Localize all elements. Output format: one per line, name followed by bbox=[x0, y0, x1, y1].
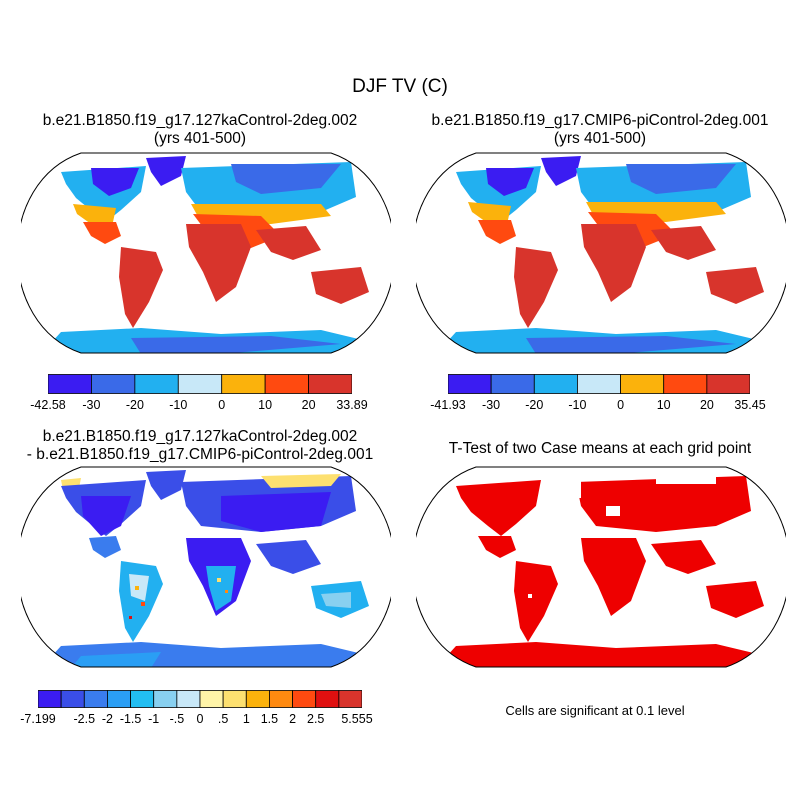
colorbar-top-left bbox=[47, 374, 353, 399]
colorbar-label: -20 bbox=[125, 398, 144, 412]
colorbar-swatch bbox=[221, 374, 266, 394]
colorbar-bar bbox=[447, 374, 751, 394]
panel-title-top-left: b.e21.B1850.f19_g17.127kaControl-2deg.00… bbox=[0, 112, 400, 148]
colorbar-label: 20 bbox=[699, 398, 714, 412]
panel-title-bottom-left: b.e21.B1850.f19_g17.127kaControl-2deg.00… bbox=[0, 428, 400, 464]
colorbar-label: -41.93 bbox=[430, 398, 466, 412]
colorbar-label: -10 bbox=[169, 398, 188, 412]
colorbar-label: 2 bbox=[289, 712, 297, 726]
colorbar-label: 2.5 bbox=[306, 712, 325, 726]
colorbar-swatch bbox=[134, 374, 179, 394]
map-boundary bbox=[21, 152, 391, 354]
colorbar-swatch bbox=[663, 374, 708, 394]
colorbar-label: -42.58 bbox=[30, 398, 66, 412]
colorbar-bottom-left bbox=[37, 690, 363, 713]
colorbar-label: -20 bbox=[525, 398, 544, 412]
map-top-right bbox=[416, 152, 786, 354]
panel-title-line2: (yrs 401-500) bbox=[153, 130, 247, 147]
colorbar-label: 33.89 bbox=[336, 398, 368, 412]
colorbar-swatch bbox=[245, 690, 270, 708]
greenland bbox=[146, 470, 186, 500]
colorbar-label: 1 bbox=[242, 712, 250, 726]
panel-title-line2: - b.e21.B1850.f19_g17.CMIP6-piControl-2d… bbox=[26, 446, 374, 463]
colorbar-label: -2.5 bbox=[73, 712, 96, 726]
colorbar-swatch bbox=[315, 690, 340, 708]
colorbar-swatch bbox=[60, 690, 85, 708]
colorbar-swatch bbox=[269, 690, 293, 708]
colorbar-swatch bbox=[490, 374, 535, 394]
colorbar-label: -30 bbox=[482, 398, 501, 412]
greenland bbox=[541, 156, 581, 186]
colorbar-label: 1.5 bbox=[260, 712, 279, 726]
colorbar-label: 35.45 bbox=[734, 398, 766, 412]
colorbar-bar bbox=[37, 690, 363, 708]
colorbar-swatch bbox=[292, 690, 317, 708]
colorbar-swatch bbox=[91, 374, 136, 394]
panel-title-bottom-right: T-Test of two Case means at each grid po… bbox=[448, 440, 752, 457]
colorbar-top-right bbox=[447, 374, 751, 399]
colorbar-swatch bbox=[130, 690, 155, 708]
colorbar-swatch bbox=[47, 374, 92, 394]
colorbar-swatch bbox=[83, 690, 108, 708]
colorbar-label: 10 bbox=[258, 398, 273, 412]
colorbar-label: -2 bbox=[101, 712, 113, 726]
map-bottom-left bbox=[21, 466, 391, 668]
colorbar-swatch bbox=[338, 690, 363, 708]
colorbar-label: -1 bbox=[148, 712, 160, 726]
colorbar-label: 10 bbox=[656, 398, 671, 412]
colorbar-swatch bbox=[37, 690, 62, 708]
colorbar-swatch bbox=[533, 374, 578, 394]
map-boundary bbox=[416, 152, 786, 354]
significance-note: Cells are significant at 0.1 level bbox=[505, 703, 685, 718]
colorbar-swatch bbox=[176, 690, 201, 708]
colorbar-labels-top-left: -42.58 -30 -20 -10 0 10 20 33.89 bbox=[30, 398, 367, 414]
colorbar-swatch bbox=[264, 374, 309, 394]
greenland bbox=[146, 156, 186, 186]
panel-title-line2: (yrs 401-500) bbox=[553, 130, 647, 147]
colorbar-swatch bbox=[222, 690, 247, 708]
map-boundary bbox=[21, 466, 391, 668]
colorbar-swatch bbox=[577, 374, 621, 394]
colorbar-label: -30 bbox=[82, 398, 101, 412]
panel-title-line1: b.e21.B1850.f19_g17.CMIP6-piControl-2deg… bbox=[431, 112, 769, 129]
colorbar-label: -.5 bbox=[169, 712, 185, 726]
colorbar-swatch bbox=[308, 374, 353, 394]
map-bottom-right bbox=[416, 466, 786, 668]
colorbar-swatch bbox=[199, 690, 224, 708]
colorbar-swatch bbox=[153, 690, 178, 708]
map-top-left bbox=[21, 152, 391, 354]
colorbar-labels-top-right: -41.93 -30 -20 -10 0 10 20 35.45 bbox=[430, 398, 765, 414]
panel-title-line1: b.e21.B1850.f19_g17.127kaControl-2deg.00… bbox=[42, 428, 358, 445]
colorbar-swatch bbox=[107, 690, 131, 708]
colorbar-label: 0 bbox=[617, 398, 625, 412]
significance-mask bbox=[416, 467, 786, 667]
panel-title-top-right: b.e21.B1850.f19_g17.CMIP6-piControl-2deg… bbox=[400, 112, 800, 148]
colorbar-swatch bbox=[620, 374, 665, 394]
colorbar-bar bbox=[47, 374, 353, 394]
colorbar-swatch bbox=[177, 374, 223, 394]
panel-title-line1: b.e21.B1850.f19_g17.127kaControl-2deg.00… bbox=[42, 112, 358, 129]
colorbar-label: -10 bbox=[568, 398, 587, 412]
map-boundary bbox=[416, 466, 786, 668]
colorbar-label: -1.5 bbox=[119, 712, 142, 726]
colorbar-label: 0 bbox=[196, 712, 204, 726]
colorbar-swatch bbox=[706, 374, 751, 394]
colorbar-label: 5.555 bbox=[341, 712, 373, 726]
colorbar-label: 20 bbox=[301, 398, 316, 412]
figure-title: DJF TV (C) bbox=[352, 76, 448, 97]
colorbar-label: -7.199 bbox=[20, 712, 56, 726]
colorbar-label: .5 bbox=[217, 712, 229, 726]
colorbar-label: 0 bbox=[218, 398, 226, 412]
colorbar-swatch bbox=[447, 374, 492, 394]
colorbar-labels-bottom-left: -7.199 -2.5 -2 -1.5 -1 -.5 0 .5 1 1.5 2 … bbox=[20, 712, 372, 728]
